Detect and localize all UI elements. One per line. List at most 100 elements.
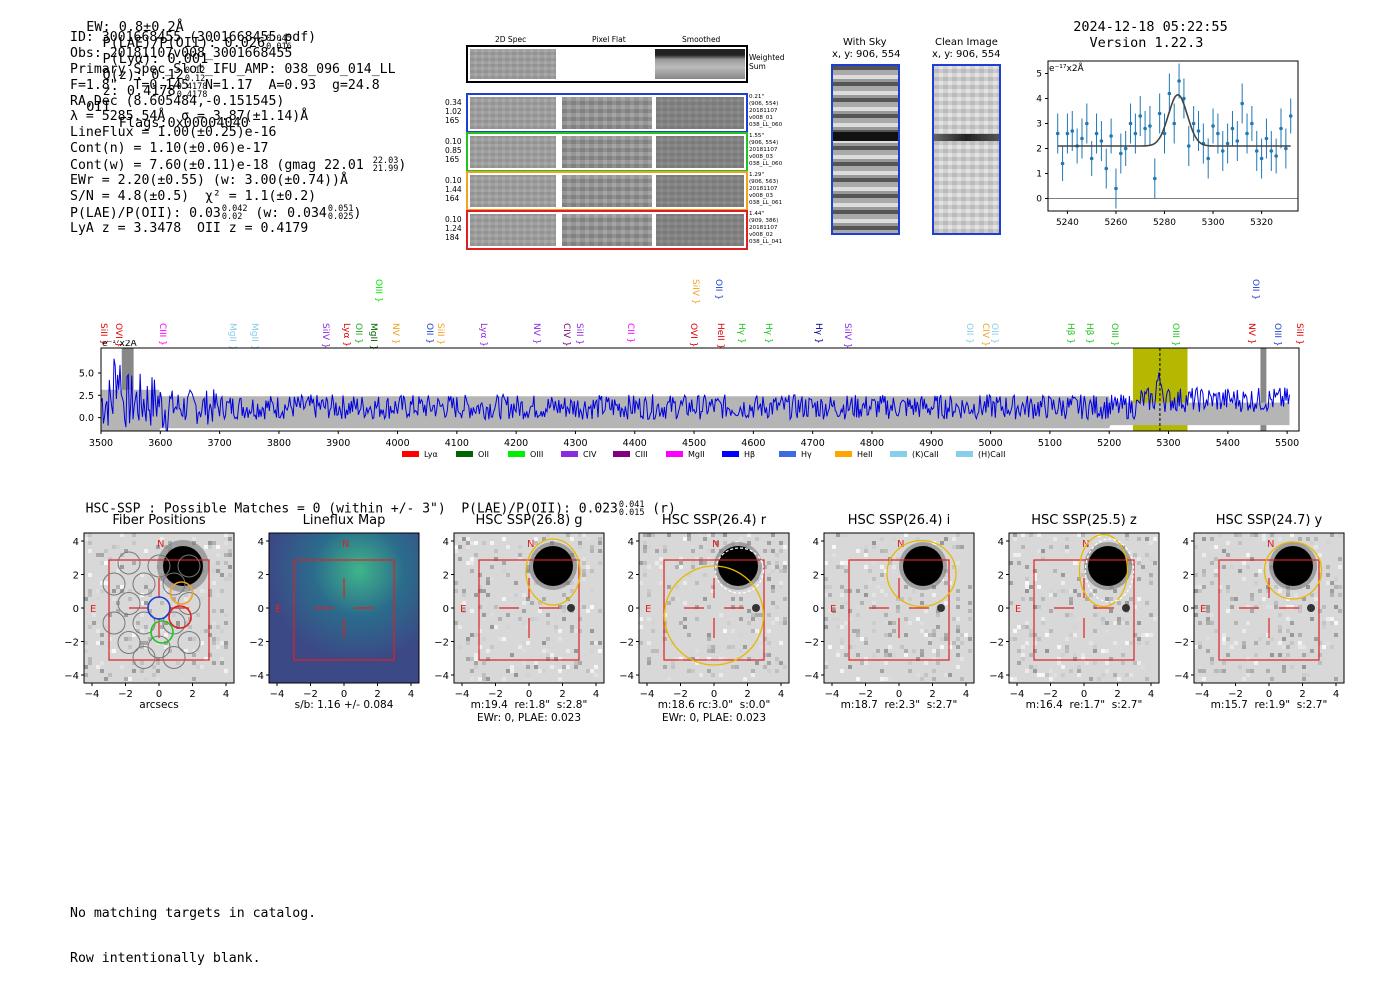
noise-pixel: [707, 557, 711, 561]
noise-pixel: [522, 609, 526, 613]
noise-pixel: [1286, 589, 1290, 593]
noise-pixel: [1282, 629, 1286, 633]
spectrum-xtick-label: 4300: [563, 438, 587, 449]
cutout-row-frame: [466, 93, 748, 133]
noise-pixel: [538, 669, 542, 673]
noise-pixel: [140, 629, 144, 633]
noise-pixel: [783, 561, 787, 565]
noise-pixel: [542, 597, 546, 601]
noise-pixel: [763, 549, 767, 553]
noise-pixel: [936, 613, 940, 617]
noise-pixel: [715, 645, 719, 649]
fit-point: [1206, 156, 1210, 161]
noise-pixel: [1258, 569, 1262, 573]
info-plae-w-lo: 0.025: [327, 211, 354, 222]
noise-pixel: [1129, 641, 1133, 645]
noise-pixel: [880, 669, 884, 673]
noise-pixel: [1105, 669, 1109, 673]
legend-item: Lyα: [402, 448, 456, 460]
fiber-circle: [162, 572, 186, 596]
x-tick-label: 2: [929, 689, 935, 700]
noise-pixel: [1061, 573, 1065, 577]
noise-pixel: [1029, 609, 1033, 613]
noise-pixel: [1081, 541, 1085, 545]
noise-pixel: [1153, 561, 1157, 565]
noise-pixel: [924, 629, 928, 633]
noise-pixel: [1286, 653, 1290, 657]
noise-pixel: [924, 673, 928, 677]
noise-pixel: [582, 561, 586, 565]
fit-point: [1235, 139, 1240, 143]
noise-pixel: [92, 621, 96, 625]
noise-pixel: [124, 613, 128, 617]
noise-pixel: [1057, 589, 1061, 593]
noise-pixel: [204, 629, 208, 633]
noise-pixel: [1278, 653, 1282, 657]
noise-pixel: [1073, 633, 1077, 637]
noise-pixel: [1033, 669, 1037, 673]
noise-pixel: [108, 649, 112, 653]
noise-pixel: [1318, 553, 1322, 557]
noise-pixel: [1306, 537, 1310, 541]
cutout-pixelflat: [562, 175, 652, 207]
noise-pixel: [828, 585, 832, 589]
noise-pixel: [228, 573, 232, 577]
noise-pixel: [1294, 593, 1298, 597]
noise-pixel: [848, 589, 852, 593]
fiber-circle: [162, 611, 186, 635]
spectrum-xtick-label: 5200: [1097, 438, 1121, 449]
fiber-circle: [162, 646, 186, 669]
noise-pixel: [554, 657, 558, 661]
y-tick-label: −2: [619, 638, 634, 649]
noise-pixel: [1093, 649, 1097, 653]
noise-pixel: [160, 613, 164, 617]
noise-pixel: [852, 629, 856, 633]
noise-pixel: [1262, 633, 1266, 637]
noise-pixel: [904, 633, 908, 637]
noise-pixel: [1089, 677, 1093, 681]
noise-pixel: [1258, 589, 1262, 593]
noise-pixel: [779, 569, 783, 573]
noise-pixel: [852, 645, 856, 649]
noise-pixel: [1270, 653, 1274, 657]
noise-pixel: [667, 601, 671, 605]
noise-pixel: [908, 621, 912, 625]
noise-pixel: [1049, 677, 1053, 681]
noise-pixel: [562, 609, 566, 613]
fit-point: [1191, 121, 1196, 126]
noise-pixel: [699, 545, 703, 549]
noise-pixel: [1230, 565, 1234, 569]
noise-pixel: [1322, 605, 1326, 609]
y-tick-label: 4: [73, 537, 79, 548]
noise-pixel: [1226, 541, 1230, 545]
noise-pixel: [844, 601, 848, 605]
noise-pixel: [1109, 609, 1113, 613]
info-sn: S/N = 4.8(±0.5) χ² = 1.1(±0.2): [70, 188, 317, 204]
fit-point: [1133, 131, 1138, 136]
y-tick-label: −4: [804, 671, 819, 682]
noise-pixel: [868, 665, 872, 669]
hsc-summary: HSC-SSP : Possible Matches = 0 (within +…: [70, 486, 676, 518]
x-tick-label: −4: [1195, 689, 1210, 700]
noise-pixel: [578, 545, 582, 549]
cutout-row-left-label: 0.34 1.02 165: [445, 98, 462, 125]
hsc-panel-title: HSC SSP(24.7) y: [1215, 513, 1323, 528]
noise-pixel: [224, 641, 228, 645]
bright-source: [1088, 546, 1128, 586]
noise-pixel: [1137, 621, 1141, 625]
header-qz-hi: 0.12: [184, 66, 206, 76]
noise-pixel: [224, 669, 228, 673]
noise-pixel: [1326, 617, 1330, 621]
noise-pixel: [687, 573, 691, 577]
noise-pixel: [783, 565, 787, 569]
noise-pixel: [1314, 545, 1318, 549]
cutout-row-left-label: 0.10 1.24 184: [445, 215, 462, 242]
noise-pixel: [1278, 641, 1282, 645]
noise-pixel: [1021, 597, 1025, 601]
noise-pixel: [940, 645, 944, 649]
noise-pixel: [1069, 633, 1073, 637]
fit-point: [1279, 126, 1283, 131]
